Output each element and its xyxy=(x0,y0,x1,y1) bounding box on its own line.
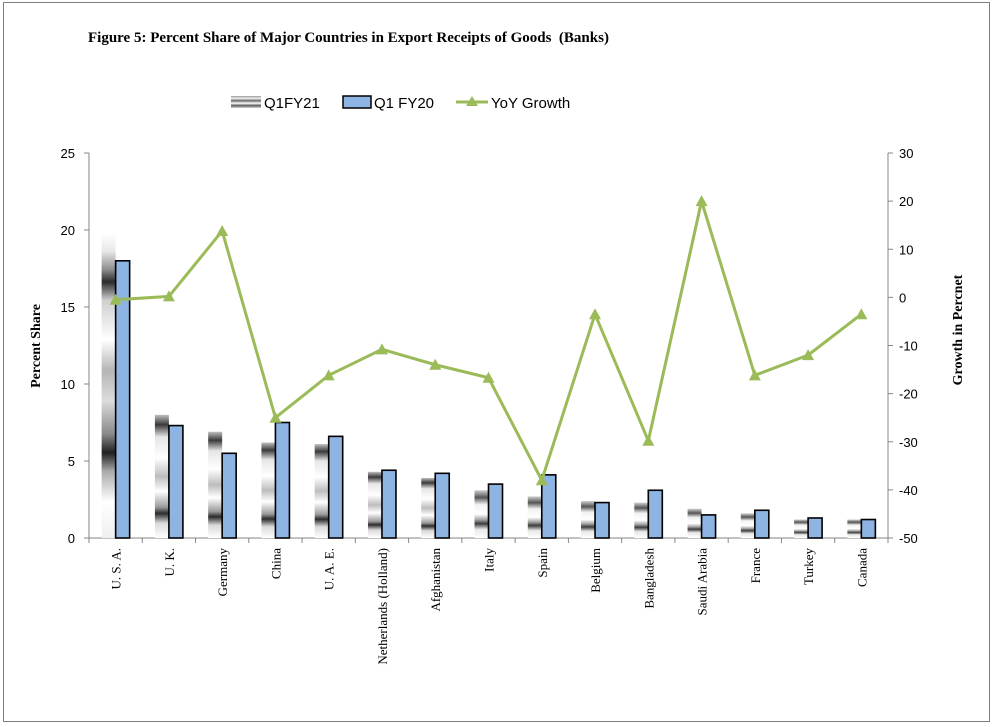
growth-point xyxy=(482,371,495,383)
growth-point xyxy=(216,224,229,236)
y-tick-label: 0 xyxy=(68,531,75,546)
bar-q1fy20 xyxy=(860,518,877,539)
legend-label-yoy-growth: YoY Growth xyxy=(491,95,570,112)
growth-point xyxy=(269,411,282,423)
y2-tick-label: 20 xyxy=(899,194,913,209)
y2-axis-title: Growth in Percnet xyxy=(951,274,966,385)
y2-tick-label: 0 xyxy=(899,290,906,305)
growth-point xyxy=(429,358,442,370)
growth-point xyxy=(695,195,708,207)
bar-q1fy21 xyxy=(421,477,436,538)
x-category-label: Germany xyxy=(215,548,230,597)
bars xyxy=(101,233,877,539)
bar-q1fy20 xyxy=(168,424,184,539)
bar-q1fy20 xyxy=(434,472,451,539)
x-axis-labels: U. S. A. U. K. Germany China U. A. E. Netherl… xyxy=(109,548,870,665)
bar-q1fy21 xyxy=(261,442,276,538)
x-category-label: Canada xyxy=(854,548,869,587)
legend-swatch-q1fy20 xyxy=(342,95,372,109)
x-category-label: Netherlands (Holland) xyxy=(375,548,390,665)
x-category-label: Belgium xyxy=(588,548,603,593)
x-category-label: Bangladesh xyxy=(641,548,656,609)
y2-tick-label: -50 xyxy=(899,531,918,546)
bar-q1fy21 xyxy=(154,414,169,538)
bar-q1fy21 xyxy=(687,508,702,538)
growth-point xyxy=(642,434,655,446)
y-tick-label: 10 xyxy=(61,377,75,392)
x-category-label: Italy xyxy=(482,548,497,572)
chart-frame xyxy=(3,2,990,722)
bar-q1fy21 xyxy=(474,490,489,538)
bar-q1fy20 xyxy=(114,259,131,539)
y2-tick-label: -10 xyxy=(899,339,918,354)
growth-line xyxy=(115,199,863,482)
bar-q1fy20 xyxy=(647,489,664,539)
bar-q1fy20 xyxy=(274,421,291,539)
x-category-label: Afghanistan xyxy=(428,548,443,612)
bar-q1fy21 xyxy=(367,471,382,538)
legend: Q1FY21 Q1 FY20 YoY Growth xyxy=(231,95,570,112)
bar-q1fy20 xyxy=(381,469,397,539)
bar-q1fy21 xyxy=(314,444,329,538)
bar-q1fy21 xyxy=(740,513,755,538)
x-category-label: Spain xyxy=(535,548,550,578)
growth-point xyxy=(375,343,388,355)
bar-q1fy20 xyxy=(700,514,717,539)
growth-point xyxy=(322,369,335,381)
bar-q1fy20 xyxy=(807,517,823,539)
y2-tick-label: 30 xyxy=(899,146,913,161)
growth-point xyxy=(109,293,122,305)
growth-point xyxy=(855,308,868,320)
bar-q1fy20 xyxy=(327,435,344,539)
growth-line-series xyxy=(109,195,868,486)
y-tick-label: 15 xyxy=(61,300,75,315)
x-category-label: Turkey xyxy=(801,548,816,586)
bar-q1fy20 xyxy=(487,483,504,539)
x-category-label: Saudi Arabia xyxy=(695,548,710,616)
x-category-label: U. S. A. xyxy=(109,548,124,590)
x-category-label: U. K. xyxy=(162,548,177,577)
bar-q1fy21 xyxy=(208,431,223,538)
y-axis-title: Percent Share xyxy=(29,304,44,388)
legend-item-q1fy21: Q1FY21 xyxy=(231,95,320,112)
y2-tick-label: -40 xyxy=(899,483,918,498)
bar-q1fy20 xyxy=(221,452,237,539)
x-category-label: U. A. E. xyxy=(322,548,337,590)
legend-item-q1fy20: Q1 FY20 xyxy=(342,95,434,112)
bar-q1fy20 xyxy=(594,501,610,539)
growth-point xyxy=(589,308,602,320)
bar-q1fy20 xyxy=(540,474,557,539)
growth-point xyxy=(802,349,815,361)
legend-marker-yoy-growth xyxy=(466,96,478,106)
bar-q1fy21 xyxy=(794,519,809,538)
y-tick-label: 20 xyxy=(61,223,75,238)
y2-tick-label: 10 xyxy=(899,242,913,257)
legend-item-yoy-growth: YoY Growth xyxy=(456,95,570,112)
y-tick-label: 5 xyxy=(68,454,75,469)
growth-point xyxy=(162,290,175,302)
legend-label-q1fy20: Q1 FY20 xyxy=(374,95,434,112)
chart-title: Figure 5: Percent Share of Major Countri… xyxy=(88,30,609,46)
legend-label-q1fy21: Q1FY21 xyxy=(264,95,320,112)
bar-q1fy21 xyxy=(581,501,596,538)
y2-tick-label: -30 xyxy=(899,435,918,450)
bar-q1fy20 xyxy=(754,509,770,539)
bar-q1fy21 xyxy=(634,502,649,538)
growth-point xyxy=(535,474,548,486)
growth-point xyxy=(748,369,761,381)
y2-tick-label: -20 xyxy=(899,387,918,402)
bar-q1fy21 xyxy=(527,496,542,538)
y-tick-label: 25 xyxy=(61,146,75,161)
bar-q1fy21 xyxy=(101,233,116,538)
x-category-label: China xyxy=(268,548,283,579)
legend-swatch-q1fy21 xyxy=(231,96,261,108)
bar-q1fy21 xyxy=(847,519,862,538)
x-category-label: France xyxy=(748,548,763,584)
